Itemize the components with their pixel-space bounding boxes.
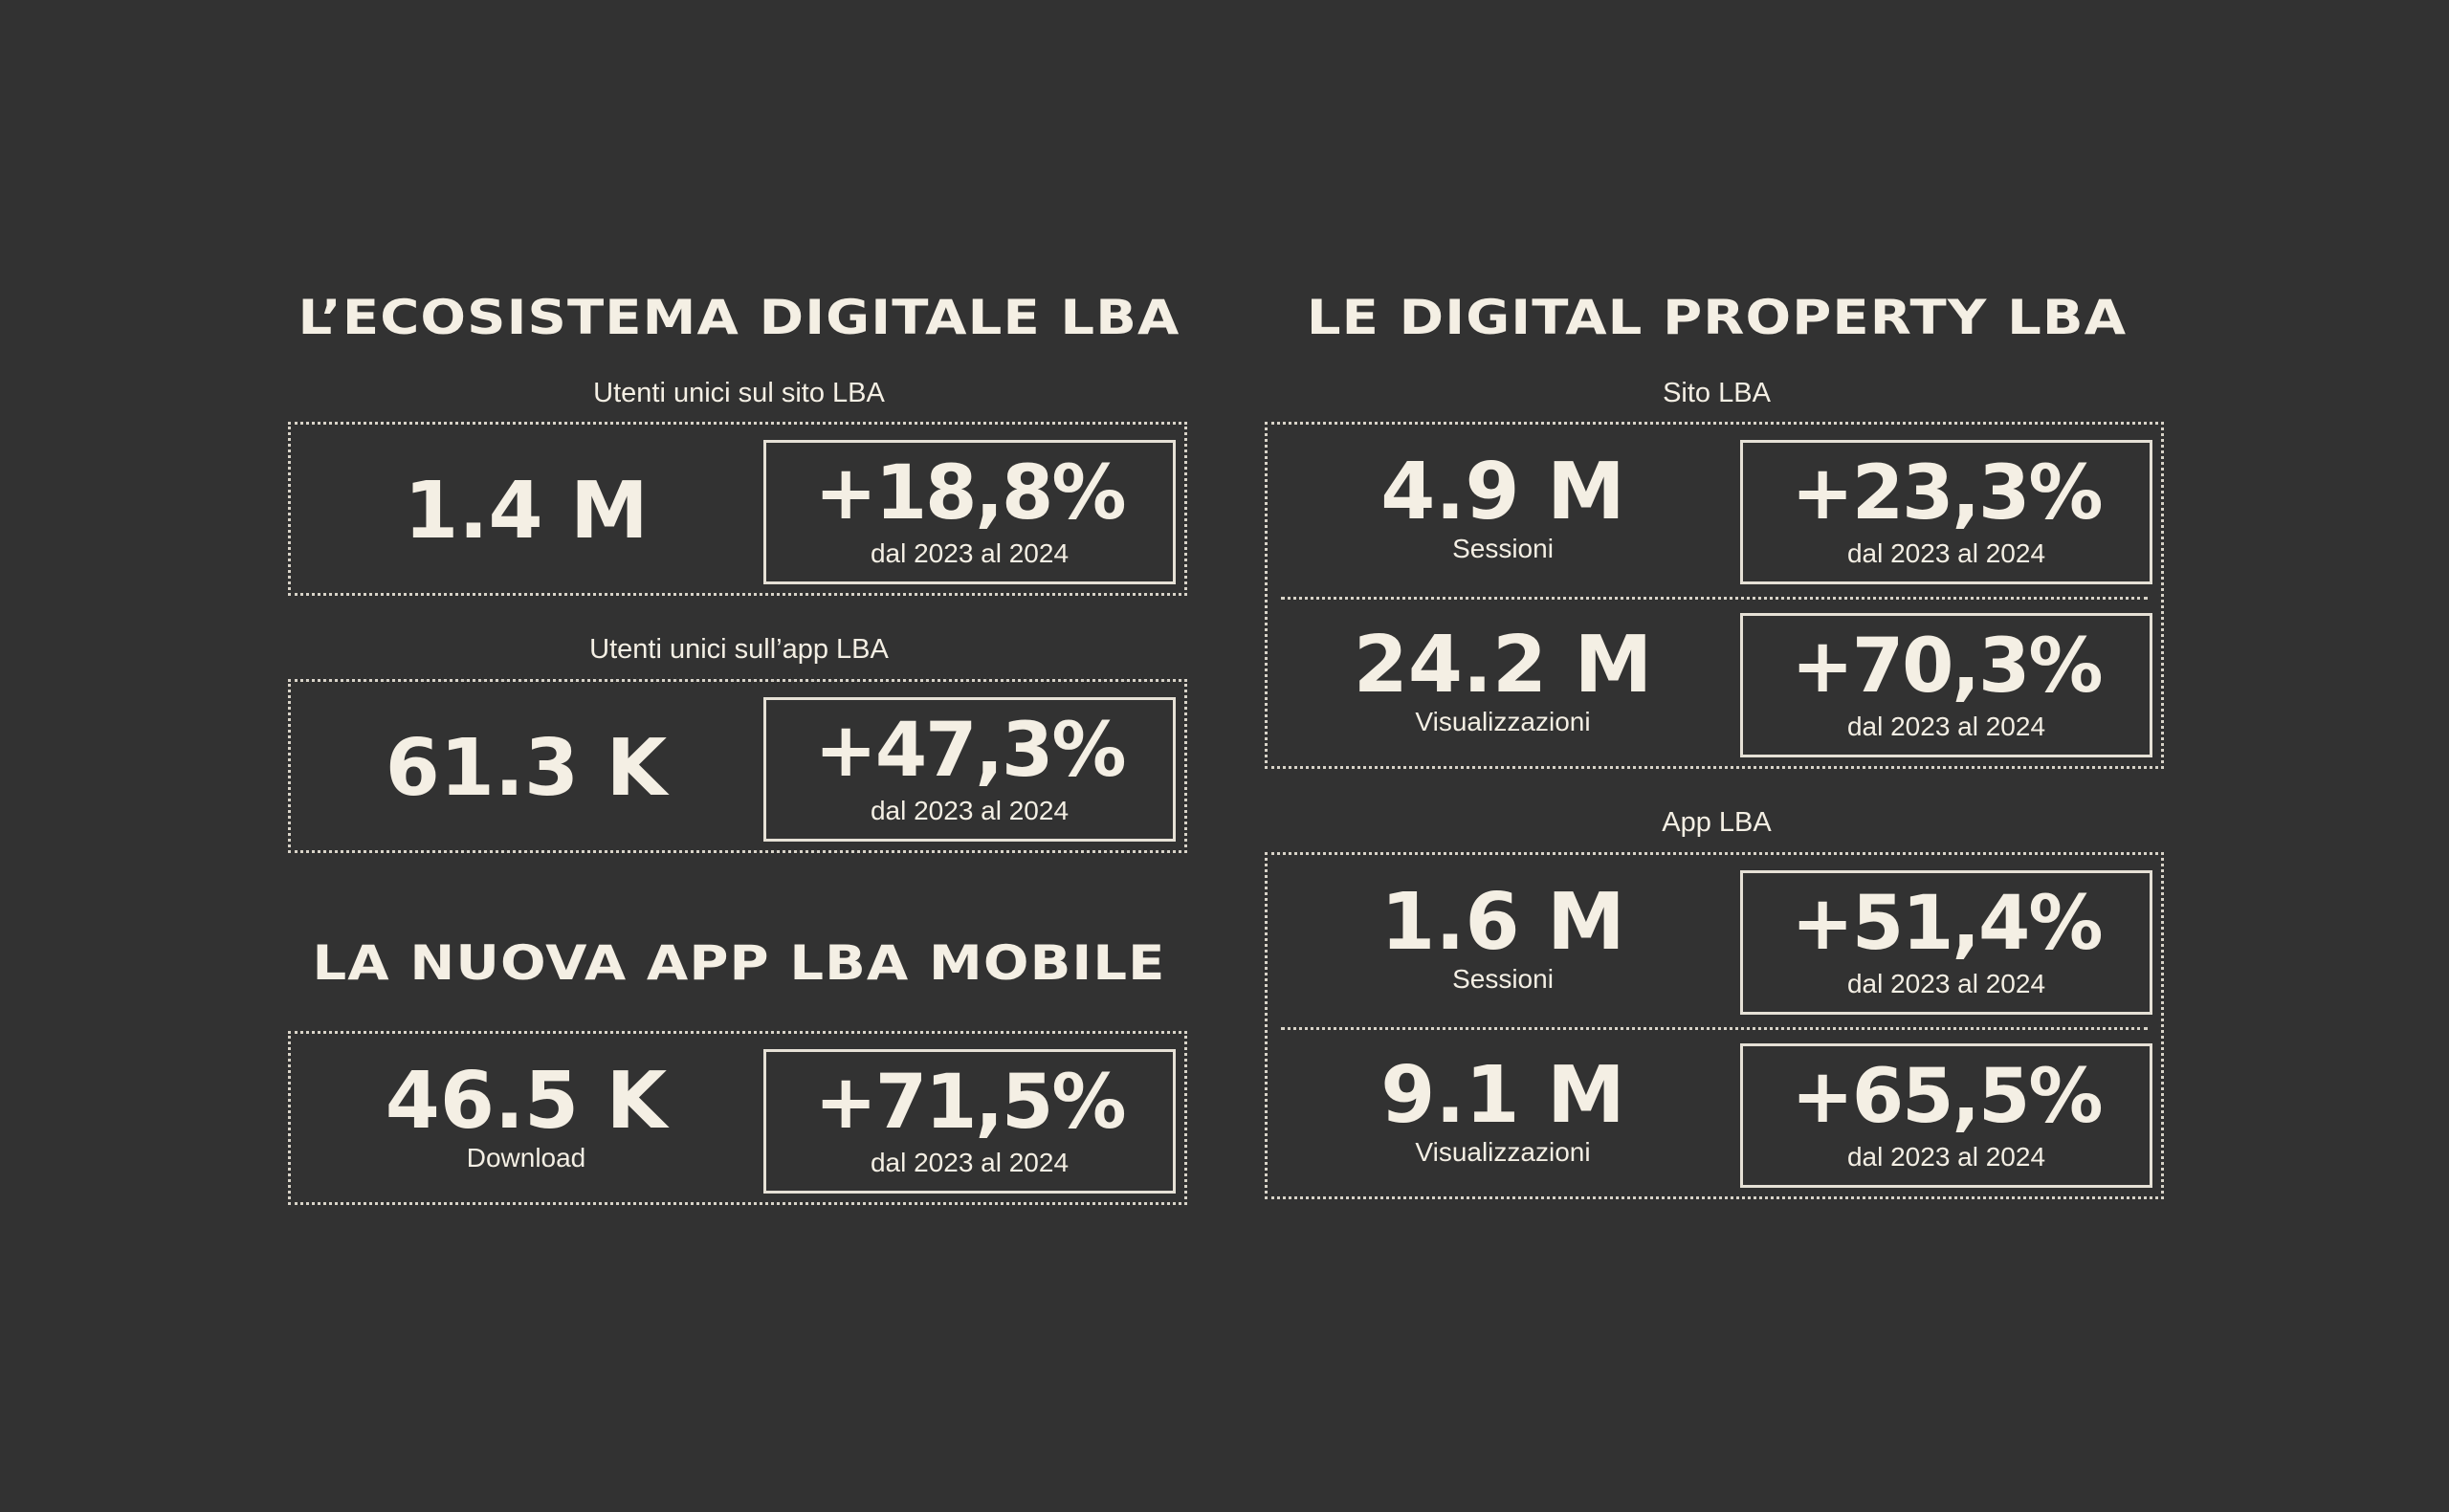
site-views-change: +70,3% — [1791, 624, 2104, 710]
site-views-value: 24.2 M — [1353, 620, 1653, 711]
downloads-value: 46.5 K — [385, 1056, 668, 1147]
downloads-sublabel: Download — [466, 1143, 586, 1172]
app-users-period: dal 2023 al 2024 — [870, 796, 1070, 825]
app-lba-label: App LBA — [1662, 807, 1772, 838]
app-sessions-change-box: +51,4% dal 2023 al 2024 — [1740, 870, 2152, 1015]
site-views-change-box: +70,3% dal 2023 al 2024 — [1740, 613, 2152, 757]
app-views-period: dal 2023 al 2024 — [1846, 1142, 2046, 1172]
app-views-change: +65,5% — [1791, 1054, 2104, 1140]
site-users-value: 1.4 M — [404, 466, 649, 557]
site-users-label: Utenti unici sul sito LBA — [593, 378, 885, 408]
site-users-period: dal 2023 al 2024 — [870, 538, 1070, 568]
app-views-sublabel: Visualizzazioni — [1415, 1137, 1591, 1167]
site-row-divider — [1281, 597, 2148, 600]
app-row-divider — [1281, 1027, 2148, 1030]
site-users-change: +18,8% — [814, 450, 1127, 537]
app-users-value: 61.3 K — [385, 723, 668, 814]
app-users-card: 61.3 K +47,3% dal 2023 al 2024 — [288, 679, 1187, 853]
app-views-value: 9.1 M — [1380, 1050, 1625, 1141]
site-sessions-sublabel: Sessioni — [1452, 534, 1554, 563]
site-lba-label: Sito LBA — [1663, 378, 1771, 408]
site-users-card: 1.4 M +18,8% dal 2023 al 2024 — [288, 422, 1187, 596]
app-users-change: +47,3% — [814, 708, 1127, 794]
site-sessions-change: +23,3% — [1791, 450, 2104, 537]
site-views-period: dal 2023 al 2024 — [1846, 712, 2046, 741]
app-lba-card: 1.6 M Sessioni +51,4% dal 2023 al 2024 9… — [1265, 852, 2164, 1199]
site-sessions-row: 4.9 M Sessioni +23,3% dal 2023 al 2024 — [1268, 425, 2161, 597]
app-users-label: Utenti unici sull’app LBA — [589, 634, 889, 665]
app-views-row: 9.1 M Visualizzazioni +65,5% dal 2023 al… — [1268, 1027, 2161, 1199]
site-views-sublabel: Visualizzazioni — [1415, 707, 1591, 736]
downloads-card: 46.5 K Download +71,5% dal 2023 al 2024 — [288, 1031, 1187, 1205]
downloads-change: +71,5% — [814, 1060, 1127, 1146]
app-sessions-sublabel: Sessioni — [1452, 964, 1554, 994]
site-sessions-value: 4.9 M — [1380, 447, 1625, 537]
app-views-change-box: +65,5% dal 2023 al 2024 — [1740, 1043, 2152, 1188]
site-sessions-period: dal 2023 al 2024 — [1846, 538, 2046, 568]
site-lba-card: 4.9 M Sessioni +23,3% dal 2023 al 2024 2… — [1265, 422, 2164, 769]
digital-property-title: LE DIGITAL PROPERTY LBA — [1306, 290, 2128, 345]
site-users-change-box: +18,8% dal 2023 al 2024 — [763, 440, 1176, 584]
downloads-period: dal 2023 al 2024 — [870, 1148, 1070, 1177]
app-sessions-row: 1.6 M Sessioni +51,4% dal 2023 al 2024 — [1268, 855, 2161, 1027]
app-users-change-box: +47,3% dal 2023 al 2024 — [763, 697, 1176, 842]
digital-ecosystem-title: L’ECOSISTEMA DIGITALE LBA — [298, 290, 1180, 345]
downloads-change-box: +71,5% dal 2023 al 2024 — [763, 1049, 1176, 1194]
app-sessions-period: dal 2023 al 2024 — [1846, 969, 2046, 998]
site-sessions-change-box: +23,3% dal 2023 al 2024 — [1740, 440, 2152, 584]
app-sessions-change: +51,4% — [1791, 881, 2104, 967]
site-views-row: 24.2 M Visualizzazioni +70,3% dal 2023 a… — [1268, 597, 2161, 769]
app-sessions-value: 1.6 M — [1380, 877, 1625, 968]
mobile-app-title: LA NUOVA APP LBA MOBILE — [312, 935, 1166, 991]
